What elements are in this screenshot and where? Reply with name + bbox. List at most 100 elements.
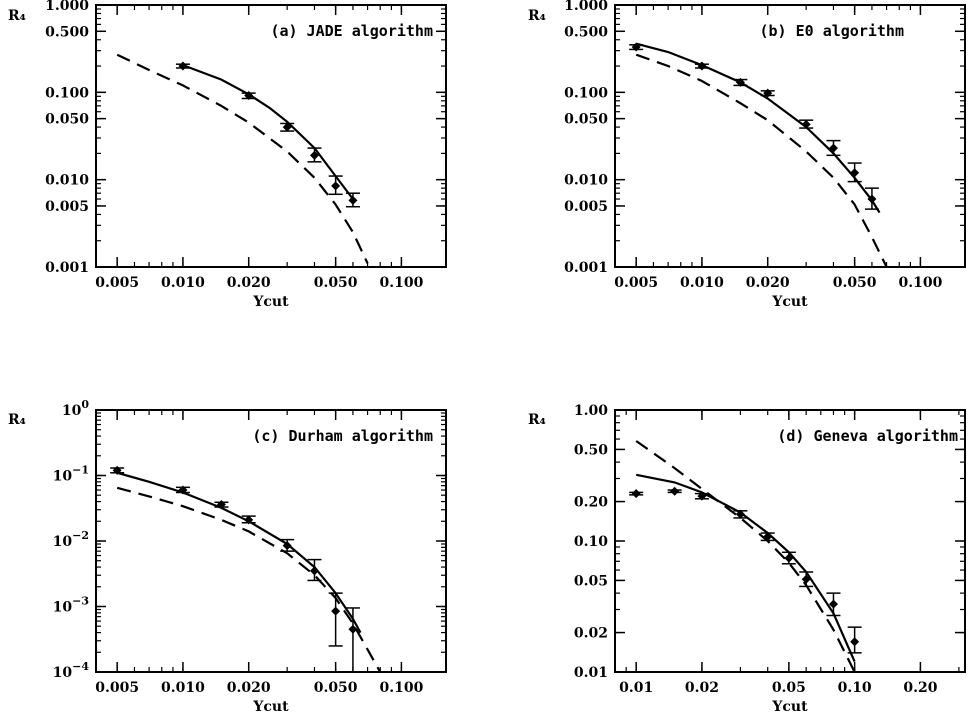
panel-a-ticks: 0.005 0.010 0.020 0.050 0.100 0.001 0.005 0.010… [45, 0, 446, 291]
x-tick-label: 0.100 [379, 680, 423, 696]
data-point [307, 147, 322, 163]
x-tick-label: 0.005 [614, 275, 658, 291]
y-tick-label: 10−4 [53, 660, 90, 681]
point-marker [850, 637, 860, 647]
x-tick-label: 0.10 [838, 680, 872, 696]
y-tick-label: 0.50 [574, 442, 608, 458]
y-tick-label: 0.10 [574, 534, 608, 550]
point-marker [331, 181, 341, 191]
solid-curve [116, 471, 362, 634]
x-tick-label: 0.050 [314, 680, 358, 696]
panel-d: (d) Geneva algorithm R₄ Ycut 0.01 0.02 0.0… [528, 403, 966, 715]
panel-c-xlabel: Ycut [252, 699, 289, 715]
y-tick-label: 0.010 [564, 173, 608, 189]
y-tick-label: 0.001 [564, 260, 608, 276]
y-tick-label: 10−1 [53, 464, 89, 485]
x-tick-label: 0.005 [95, 275, 139, 291]
dashed-curve [116, 486, 382, 672]
y-tick-label: 0.050 [45, 112, 89, 128]
x-tick-label: 0.100 [379, 275, 423, 291]
panel-d-ylabel: R₄ [528, 412, 546, 428]
x-tick-label: 0.020 [227, 275, 271, 291]
point-marker [828, 599, 838, 609]
y-tick-label: 0.500 [564, 24, 608, 40]
panel-c-title: (c) Durham algorithm [252, 427, 433, 445]
x-tick-label: 0.050 [314, 275, 358, 291]
x-tick-label: 0.010 [680, 275, 724, 291]
y-tick-label: 10−3 [53, 595, 89, 616]
data-point [328, 175, 343, 196]
y-tick-label: 0.001 [45, 260, 89, 276]
point-marker [309, 150, 319, 160]
dashed-curve [635, 440, 856, 672]
solid-curve [635, 42, 881, 214]
y-tick-label: 1.000 [564, 0, 608, 14]
y-tick-label: 0.02 [574, 626, 608, 642]
y-tick-label: 0.01 [574, 665, 608, 681]
panel-b-ticks: 0.005 0.010 0.020 0.050 0.100 0.001 0.005 0.010… [564, 0, 965, 291]
dashed-curve [635, 53, 888, 267]
x-tick-label: 0.20 [903, 680, 937, 696]
dashed-curve [116, 53, 369, 264]
y-tick-label: 0.010 [45, 173, 89, 189]
data-point [345, 192, 360, 208]
solid-curve [635, 473, 856, 663]
panel-d-frame [614, 409, 966, 673]
panel-a-xlabel: Ycut [252, 294, 289, 310]
y-tick-label: 0.005 [45, 199, 89, 215]
panel-b-xlabel: Ycut [771, 294, 808, 310]
x-tick-label: 0.010 [161, 275, 205, 291]
panel-a: (a) JADE algorithm R₄ Ycut 0.005 0.010 0.0… [8, 0, 447, 310]
panel-a-ylabel: R₄ [8, 8, 26, 24]
x-tick-label: 0.01 [619, 680, 653, 696]
y-tick-label: 0.050 [564, 112, 608, 128]
point-marker [763, 88, 773, 98]
panel-b-title: (b) E0 algorithm [760, 22, 905, 40]
panel-c-frame [95, 409, 447, 673]
x-tick-label: 0.050 [833, 275, 877, 291]
data-point [629, 489, 644, 499]
panel-a-plot [116, 53, 369, 264]
x-tick-label: 0.100 [898, 275, 942, 291]
point-marker [670, 486, 680, 496]
x-tick-label: 0.010 [161, 680, 205, 696]
x-tick-label: 0.02 [685, 680, 719, 696]
panel-c: (c) Durham algorithm R₄ Ycut 0.005 0.010 0… [8, 398, 447, 715]
panel-b-ylabel: R₄ [528, 8, 546, 24]
panel-c-ylabel: R₄ [8, 412, 26, 428]
x-tick-label: 0.020 [746, 275, 790, 291]
y-tick-label: 0.005 [564, 199, 608, 215]
y-tick-label: 1.000 [45, 0, 89, 14]
x-tick-label: 0.05 [772, 680, 806, 696]
panel-d-plot [629, 440, 862, 672]
panel-a-frame [95, 4, 447, 268]
panel-b: (b) E0 algorithm R₄ Ycut 0.005 0.010 0.020… [528, 0, 966, 310]
y-tick-label: 0.100 [564, 85, 608, 101]
panel-b-frame [614, 4, 966, 268]
panel-c-plot [110, 465, 382, 673]
panel-d-ticks: 0.01 0.02 0.05 0.10 0.20 0.01 0.02 0.05 0.10 0.20… [574, 403, 965, 696]
panel-a-title: (a) JADE algorithm [270, 22, 433, 40]
panel-c-ticks: 0.005 0.010 0.020 0.050 0.100 10−4 10−3 10−2 10−… [53, 398, 446, 696]
solid-curve [182, 64, 354, 200]
panel-d-title: (d) Geneva algorithm [777, 427, 958, 445]
y-tick-label: 10−2 [53, 529, 89, 550]
point-marker [331, 606, 341, 616]
y-tick-label: 0.05 [574, 573, 608, 589]
point-marker [735, 509, 745, 519]
y-tick-label: 1.00 [574, 403, 608, 419]
y-tick-label: 0.20 [574, 495, 608, 511]
point-marker [631, 489, 641, 499]
data-point [667, 486, 682, 496]
panel-b-plot [629, 42, 888, 267]
data-point [241, 515, 256, 525]
x-tick-label: 0.020 [227, 680, 271, 696]
point-marker [348, 195, 358, 205]
y-tick-label: 0.500 [45, 24, 89, 40]
y-tick-label: 0.100 [45, 85, 89, 101]
panel-d-xlabel: Ycut [771, 699, 808, 715]
x-tick-label: 0.005 [95, 680, 139, 696]
y-tick-label: 100 [62, 398, 89, 419]
point-marker [348, 624, 358, 634]
